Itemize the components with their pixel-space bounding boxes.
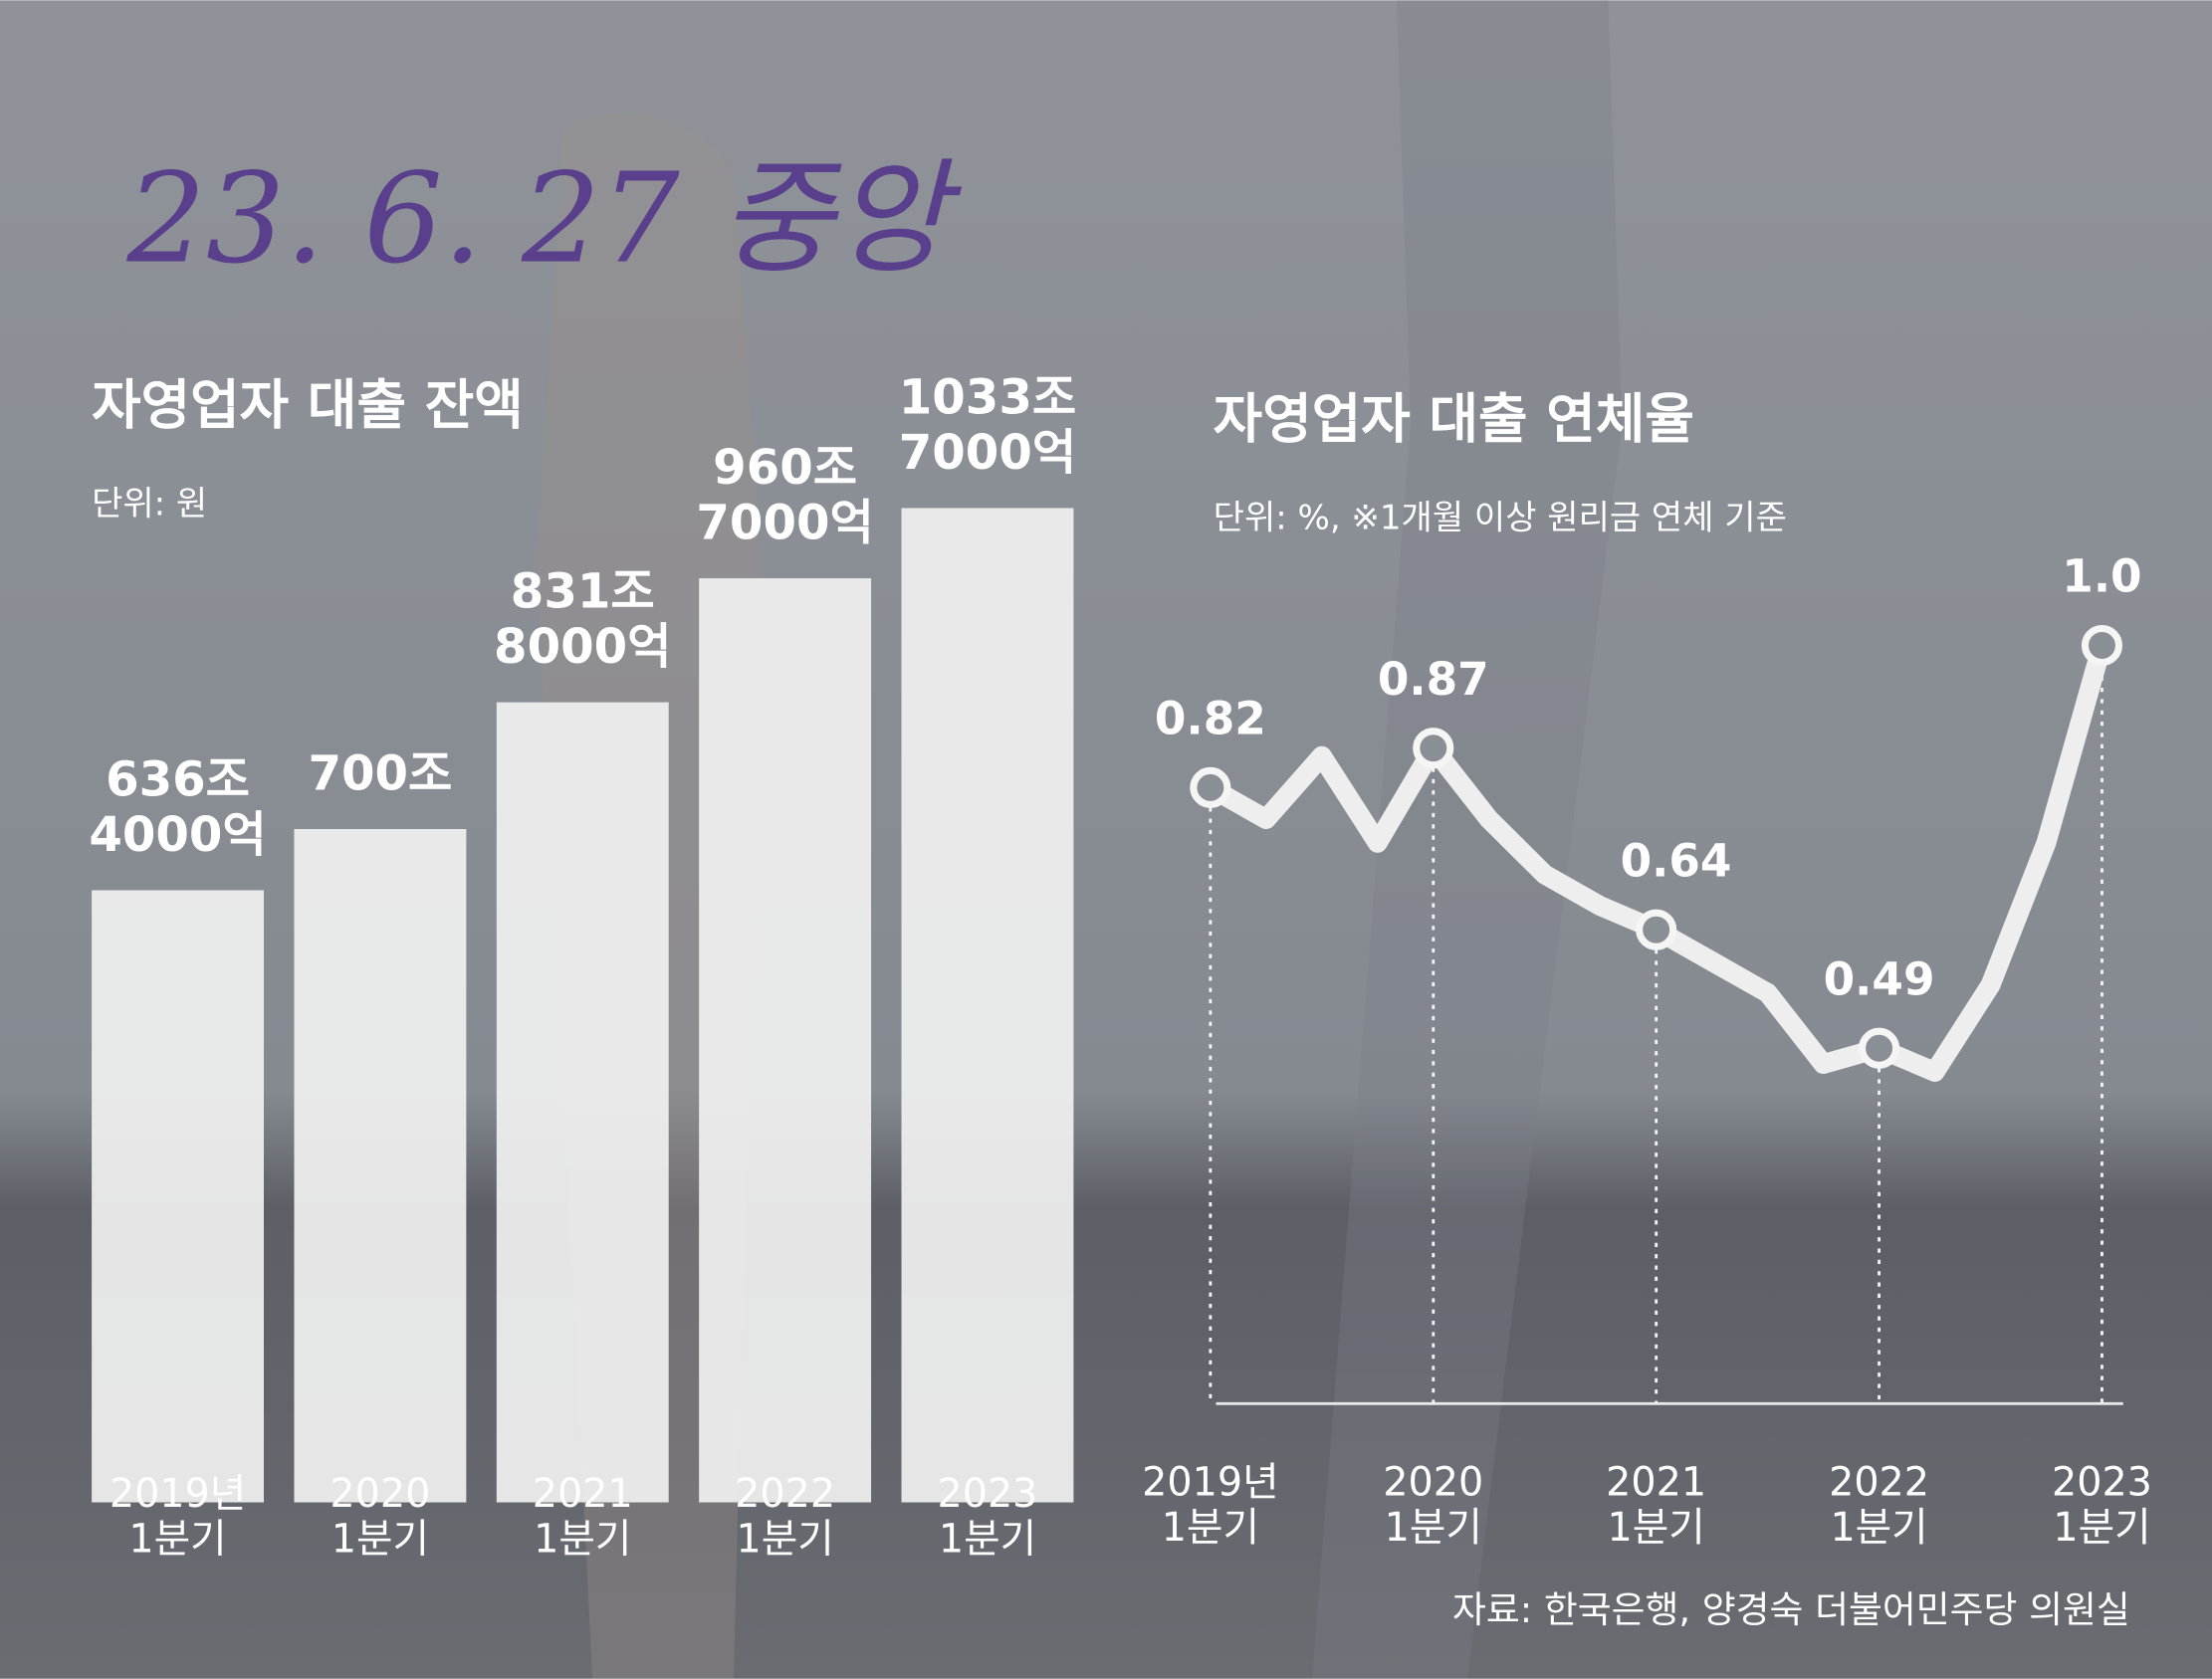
bar <box>92 890 264 1503</box>
value-label: 0.87 <box>1378 653 1489 706</box>
x-tick-label: 2021 1분기 <box>533 1471 633 1563</box>
x-tick-label: 2019년 1분기 <box>110 1471 246 1563</box>
value-label: 960조 7000억 <box>696 440 873 550</box>
chart-title: 자영업자 대출 잔액 <box>92 373 524 436</box>
value-label: 1.0 <box>2062 550 2141 603</box>
source: 자료: 한국은행, 양경숙 더불어민주당 의원실 <box>1452 1588 2130 1631</box>
x-tick-label: 2020 1분기 <box>1383 1459 1483 1551</box>
x-tick-label: 2019년 1분기 <box>1142 1459 1278 1551</box>
bar <box>901 508 1074 1503</box>
x-tick-label: 2023 1분기 <box>937 1471 1037 1563</box>
point <box>1413 728 1454 769</box>
value-label: 700조 <box>308 745 452 801</box>
point <box>2081 624 2123 667</box>
x-tick-label: 2021 1분기 <box>1606 1459 1706 1551</box>
value-label: 636조 4000억 <box>89 751 266 862</box>
chart-title: 자영업자 대출 연체율 <box>1214 388 1694 451</box>
point <box>1190 766 1231 808</box>
figure-shape <box>1311 0 1623 1679</box>
value-label: 1033조 7000억 <box>899 369 1076 480</box>
chart-subtitle: 단위: 원 <box>92 485 207 525</box>
value-label: 0.64 <box>1621 834 1732 887</box>
bar <box>294 829 467 1503</box>
x-tick-label: 2022 1분기 <box>1829 1459 1929 1551</box>
value-label: 831조 8000억 <box>494 564 671 675</box>
handwritten-note: 23. 6. 27 중앙 <box>126 146 964 291</box>
point <box>1859 1027 1900 1069</box>
point <box>1636 909 1677 950</box>
x-tick-label: 2022 1분기 <box>735 1471 835 1563</box>
x-tick-label: 2020 1분기 <box>330 1471 430 1563</box>
value-label: 0.82 <box>1155 693 1266 745</box>
x-tick-label: 2023 1분기 <box>2052 1459 2152 1551</box>
chart-subtitle: 단위: %, ※1개월 이상 원리금 연체 기준 <box>1214 499 1787 538</box>
value-label: 0.49 <box>1824 952 1935 1005</box>
bar <box>496 702 669 1503</box>
bar <box>699 578 872 1503</box>
